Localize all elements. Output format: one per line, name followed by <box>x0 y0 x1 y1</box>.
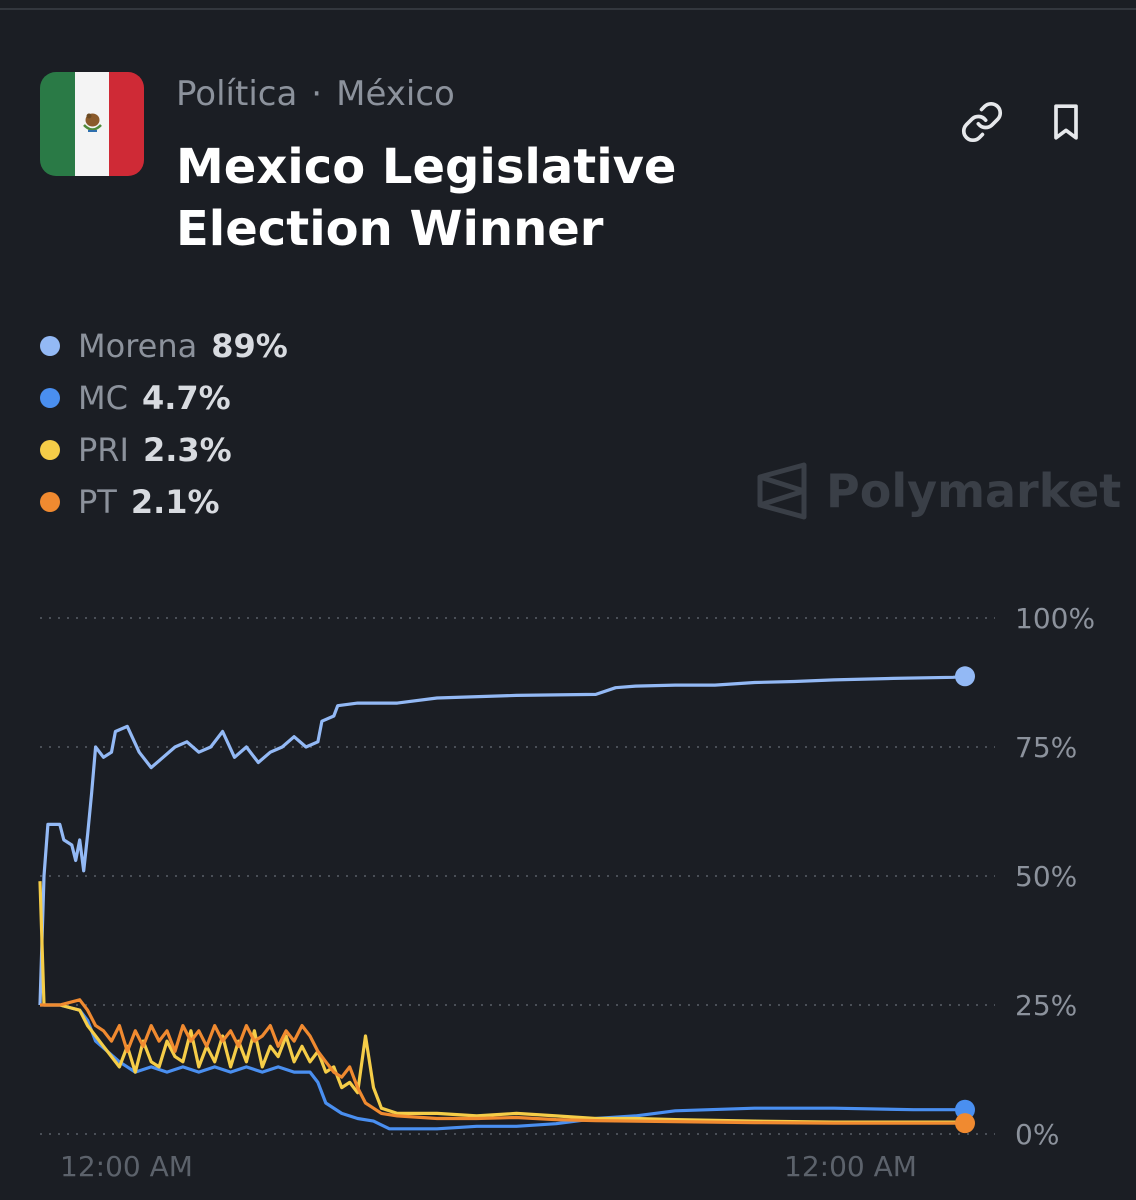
bookmark-button[interactable] <box>1040 96 1092 148</box>
legend-value: 2.1% <box>130 483 220 521</box>
chart-grid <box>40 617 995 1135</box>
legend-item-pri: PRI 2.3% <box>40 424 288 476</box>
legend-item-pt: PT 2.1% <box>40 476 288 528</box>
y-tick-label: 75% <box>1015 731 1077 764</box>
series-line-pt <box>40 998 965 1125</box>
y-tick-label: 100% <box>1015 602 1095 635</box>
y-axis-labels: 100% 75% 50% 25% 0% <box>1015 602 1095 1151</box>
legend-value: 89% <box>211 327 288 365</box>
legend-dot <box>40 492 60 512</box>
legend-dot <box>40 440 60 460</box>
legend: Morena 89% MC 4.7% PRI 2.3% PT 2.1% <box>40 320 288 528</box>
polymarket-logo-icon <box>757 462 807 520</box>
series-endpoint-pt <box>955 1113 975 1134</box>
legend-name: PT <box>78 483 117 521</box>
legend-name: MC <box>78 379 128 417</box>
legend-value: 2.3% <box>142 431 232 469</box>
page-title: Mexico Legislative Election Winner <box>176 139 677 257</box>
series-line-pri <box>38 881 965 1124</box>
watermark-text: Polymarket <box>826 464 1122 518</box>
series-line-morena <box>38 674 966 1006</box>
x-tick-label: 12:00 AM <box>784 1150 917 1183</box>
polymarket-watermark: Polymarket <box>756 458 1121 524</box>
chart-lines <box>38 674 966 1131</box>
price-chart[interactable]: 100% 75% 50% 25% 0% 12:00 AM 12:00 AM <box>0 580 1136 1200</box>
top-divider <box>0 8 1136 10</box>
y-tick-label: 50% <box>1015 860 1077 893</box>
bookmark-icon <box>1054 104 1078 140</box>
legend-dot <box>40 388 60 408</box>
legend-item-mc: MC 4.7% <box>40 372 288 424</box>
copy-link-button[interactable] <box>956 96 1008 148</box>
x-axis-labels: 12:00 AM 12:00 AM <box>60 1150 917 1183</box>
legend-item-morena: Morena 89% <box>40 320 288 372</box>
legend-name: PRI <box>78 431 129 469</box>
y-tick-label: 0% <box>1015 1118 1059 1151</box>
breadcrumb: Política · México <box>176 72 455 116</box>
y-tick-label: 25% <box>1015 989 1077 1022</box>
legend-value: 4.7% <box>141 379 231 417</box>
separator-dot: · <box>311 74 323 114</box>
x-tick-label: 12:00 AM <box>60 1150 193 1183</box>
series-line-mc <box>40 1003 965 1131</box>
series-endpoint-morena <box>955 666 975 687</box>
chart-endpoints <box>955 666 975 1134</box>
legend-name: Morena <box>78 327 198 365</box>
region-link[interactable]: México <box>336 74 455 114</box>
legend-dot <box>40 336 60 356</box>
mexico-flag-icon <box>40 72 144 176</box>
link-icon <box>961 101 1003 143</box>
category-link[interactable]: Política <box>176 74 298 114</box>
